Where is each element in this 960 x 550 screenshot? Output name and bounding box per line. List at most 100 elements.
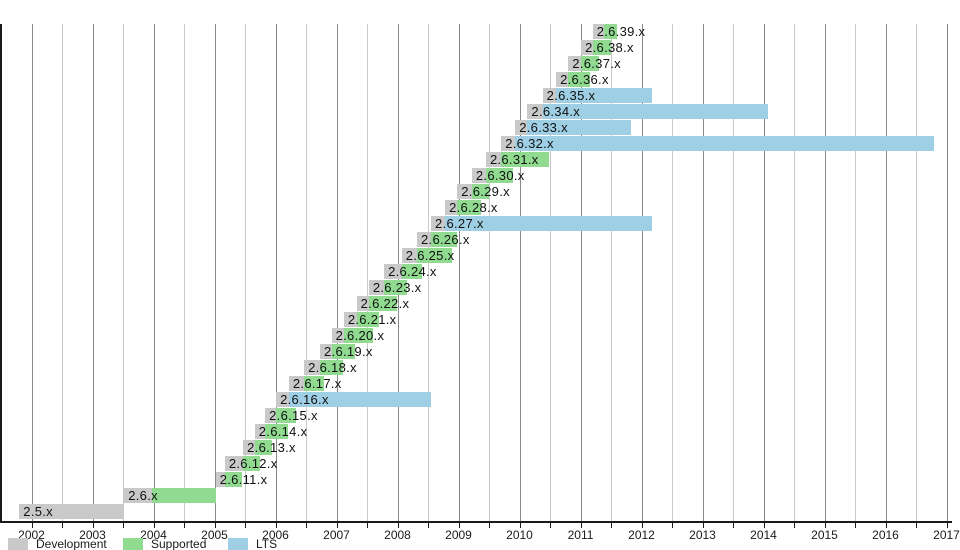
x-axis-tick xyxy=(92,523,94,528)
bar-segment-development xyxy=(276,392,289,407)
grid-line-half-year xyxy=(916,24,917,521)
bar-segment-lts xyxy=(515,136,935,151)
version-label: 2.6.11.x xyxy=(219,472,268,487)
bar-segment-supported xyxy=(254,440,273,455)
bar-segment-supported xyxy=(265,424,288,439)
bar-segment-supported xyxy=(457,200,482,215)
bar-segment-development xyxy=(343,312,357,327)
bar-segment-development xyxy=(320,344,332,359)
x-axis-tick xyxy=(184,523,185,528)
grid-line-half-year xyxy=(367,24,368,521)
bar-segment-development xyxy=(401,248,418,263)
bar-segment-supported xyxy=(151,488,216,503)
x-axis-tick-label: 2013 xyxy=(689,528,716,542)
x-axis-tick xyxy=(916,523,917,528)
x-axis-tick xyxy=(733,523,734,528)
x-axis-tick xyxy=(763,523,765,528)
bar-segment-development xyxy=(288,376,305,391)
plot-left-border xyxy=(0,24,2,521)
x-axis-tick-label: 2006 xyxy=(262,528,289,542)
version-label: 2.6.20.x xyxy=(335,328,385,343)
bar-segment-supported xyxy=(603,24,618,39)
bar-segment-development xyxy=(515,120,528,135)
x-axis-tick xyxy=(245,523,246,528)
x-axis-tick xyxy=(62,523,63,528)
x-axis-tick xyxy=(214,523,216,528)
legend-label-lts: LTS xyxy=(256,537,278,550)
x-axis-tick xyxy=(153,523,155,528)
x-axis-tick xyxy=(885,523,887,528)
version-label: 2.6.29.x xyxy=(461,184,510,199)
bar-segment-supported xyxy=(368,296,398,311)
bar-segment-supported xyxy=(384,280,407,295)
bar-segment-development xyxy=(243,440,255,455)
bar-segment-supported xyxy=(304,376,325,391)
bar-segment-development xyxy=(556,72,569,87)
bar-segment-supported xyxy=(501,152,549,167)
bar-segment-development xyxy=(542,88,557,103)
bar-segment-supported xyxy=(581,56,599,71)
x-axis-tick-label: 2004 xyxy=(140,528,167,542)
bar-segment-supported xyxy=(224,472,242,487)
version-label: 2.6.12.x xyxy=(228,456,278,471)
version-label: 2.6.x xyxy=(128,488,158,503)
x-axis-tick xyxy=(794,523,795,528)
version-label: 2.6.34.x xyxy=(531,104,581,119)
x-axis-tick-label: 2009 xyxy=(445,528,472,542)
x-axis-tick xyxy=(275,523,277,528)
bar-segment-development xyxy=(501,136,516,151)
version-label: 2.6.16.x xyxy=(280,392,329,407)
version-label: 2.6.18.x xyxy=(308,360,357,375)
bar-segment-supported xyxy=(331,344,355,359)
bar-segment-supported xyxy=(471,184,489,199)
x-axis-line xyxy=(0,521,952,523)
x-axis-tick-label: 2010 xyxy=(506,528,533,542)
bar-segment-supported xyxy=(417,248,453,263)
grid-line-half-year xyxy=(184,24,185,521)
x-axis-tick xyxy=(672,523,673,528)
bar-segment-supported xyxy=(320,360,343,375)
x-axis-tick xyxy=(550,523,551,528)
x-axis-tick xyxy=(397,523,399,528)
grid-line-half-year xyxy=(306,24,307,521)
x-axis-tick xyxy=(458,523,460,528)
bar-segment-development xyxy=(592,24,604,39)
version-label: 2.6.38.x xyxy=(585,40,634,55)
x-axis-tick xyxy=(519,523,521,528)
bar-segment-development xyxy=(19,504,125,519)
bar-segment-development xyxy=(471,168,486,183)
version-label: 2.6.26.x xyxy=(421,232,470,247)
x-axis-tick xyxy=(611,523,612,528)
x-axis-tick xyxy=(641,523,643,528)
x-axis-tick-label: 2011 xyxy=(567,528,594,542)
bar-segment-development xyxy=(417,232,432,247)
grid-line-year xyxy=(336,24,338,521)
bar-segment-lts xyxy=(527,120,631,135)
x-axis-tick xyxy=(367,523,368,528)
grid-line-half-year xyxy=(489,24,490,521)
bar-segment-supported xyxy=(343,328,374,343)
version-label: 2.6.13.x xyxy=(247,440,296,455)
version-label: 2.6.22.x xyxy=(360,296,410,311)
version-label: 2.6.25.x xyxy=(405,248,455,263)
grid-line-half-year xyxy=(672,24,673,521)
bar-segment-supported xyxy=(485,168,514,183)
bar-segment-development xyxy=(485,152,502,167)
bar-segment-development xyxy=(356,296,369,311)
bar-segment-development xyxy=(581,40,593,55)
x-axis-tick xyxy=(702,523,704,528)
x-axis-tick-label: 2012 xyxy=(628,528,655,542)
bar-segment-development xyxy=(224,456,244,471)
bar-segment-development xyxy=(331,328,344,343)
version-label: 2.6.30.x xyxy=(475,168,525,183)
grid-line-year xyxy=(946,24,948,521)
version-label: 2.6.33.x xyxy=(519,120,568,135)
x-axis-tick xyxy=(580,523,582,528)
version-label: 2.6.35.x xyxy=(546,88,596,103)
x-axis-tick-label: 2008 xyxy=(384,528,411,542)
x-axis-tick xyxy=(428,523,429,528)
version-label: 2.6.31.x xyxy=(489,152,539,167)
grid-line-half-year xyxy=(245,24,246,521)
version-label: 2.6.17.x xyxy=(292,376,342,391)
bar-segment-supported xyxy=(356,312,380,327)
